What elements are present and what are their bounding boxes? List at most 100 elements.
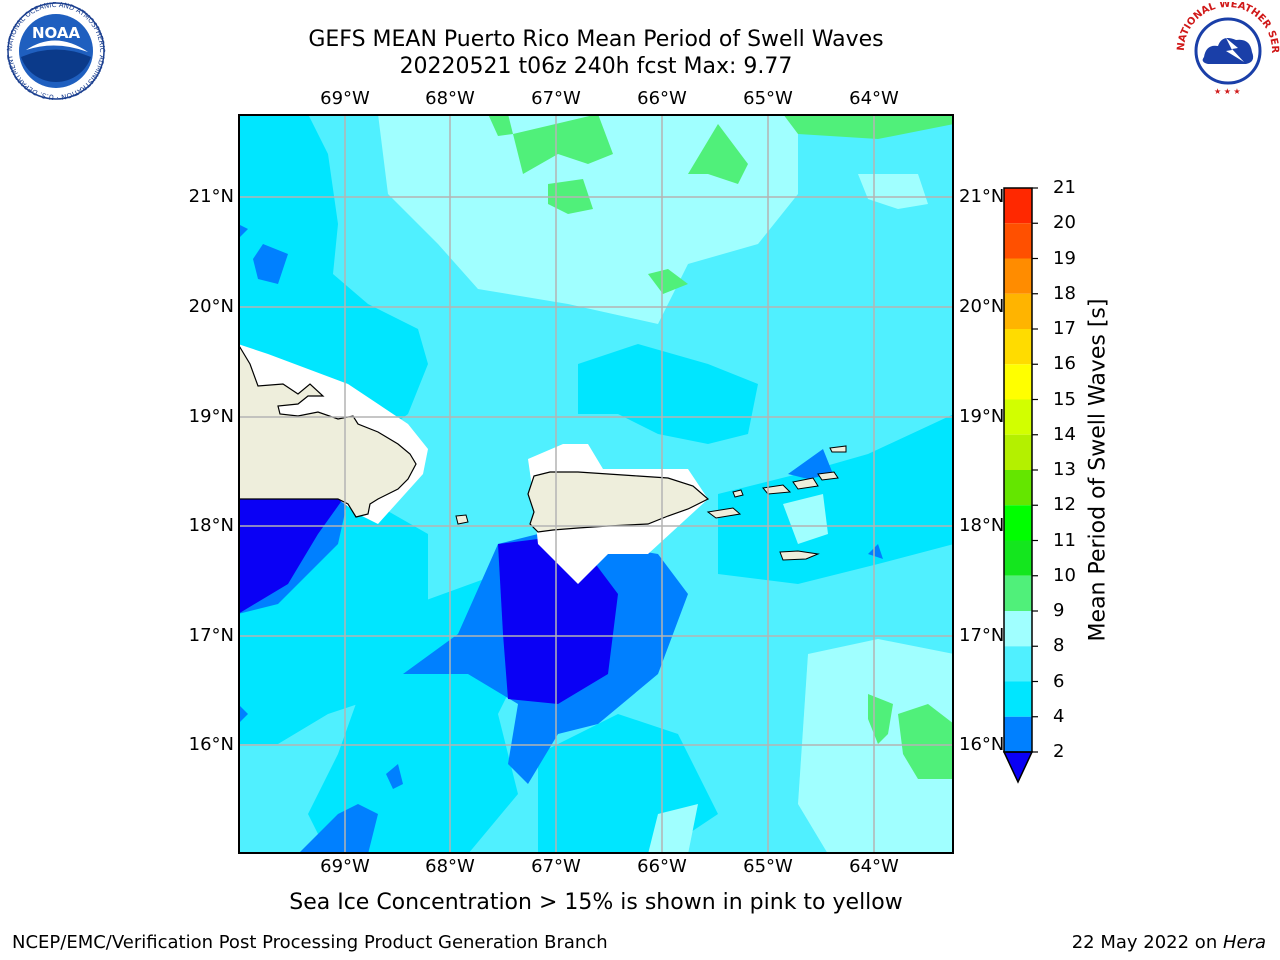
- field-9-10-top-b: [513, 114, 613, 174]
- swell-period-map: [238, 114, 954, 854]
- colorbar-segment: [1004, 646, 1032, 682]
- colorbar-tick-label: 4: [1053, 705, 1065, 727]
- colorbar-segment: [1004, 223, 1032, 259]
- chart-subtitle: 20220521 t06z 240h fcst Max: 9.77: [399, 54, 793, 79]
- footer-credit: NCEP/EMC/Verification Post Processing Pr…: [12, 932, 608, 953]
- colorbar-tick-label: 14: [1053, 423, 1076, 445]
- land-puerto-rico: [527, 471, 710, 533]
- land-island-vieques: [706, 507, 742, 519]
- land-hispaniola: [238, 342, 417, 518]
- colorbar-tick-label: 17: [1053, 318, 1076, 339]
- graticule: [238, 114, 954, 854]
- colorbar-segment: [1004, 505, 1032, 541]
- field-2-4-bottom: [298, 804, 378, 854]
- lat-label-left: 18°N: [188, 515, 234, 536]
- field-2-4-lower-left-edge: [238, 704, 248, 724]
- lat-label-left: 19°N: [188, 406, 234, 427]
- land-island-st-thomas: [762, 484, 792, 495]
- lat-label-right: 17°N: [959, 625, 1005, 646]
- lon-label-bottom: 69°W: [320, 856, 370, 877]
- lat-label-right: 21°N: [959, 186, 1005, 207]
- lat-label-left: 20°N: [188, 296, 234, 317]
- colorbar: [1002, 187, 1038, 784]
- field-8-9-southeast: [798, 639, 954, 854]
- sea-ice-footnote: Sea Ice Concentration > 15% is shown in …: [289, 890, 903, 915]
- colorbar-tick-label: 15: [1053, 388, 1076, 410]
- field-below-2-west: [238, 499, 343, 614]
- colorbar-tick-label: 12: [1053, 494, 1076, 516]
- colorbar-segment: [1004, 540, 1032, 576]
- field-2-4-east-spot-b: [868, 544, 883, 559]
- field-8-9-bottom: [648, 804, 698, 854]
- colorbar-segment: [1004, 364, 1032, 400]
- colorbar-segment: [1004, 329, 1032, 365]
- colorbar-tick-label: 21: [1053, 177, 1076, 198]
- colorbar-segments: [1002, 187, 1038, 784]
- colorbar-segment: [1004, 611, 1032, 647]
- colorbar-segment: [1004, 681, 1032, 717]
- field-9-10-top-d: [783, 114, 954, 139]
- field-2-4-west-edge: [238, 224, 248, 239]
- lat-label-right: 16°N: [959, 734, 1005, 755]
- field-2-4-east-spot-a: [788, 449, 833, 479]
- lon-label-top: 65°W: [743, 88, 793, 109]
- footer-date-text: 22 May 2022 on: [1071, 932, 1223, 953]
- field-9-10-southeast-b: [898, 704, 954, 779]
- colorbar-tick-label: 10: [1053, 564, 1076, 586]
- noaa-logo: NATIONAL OCEANIC AND ATMOSPHERIC ADMINIS…: [4, 2, 106, 100]
- lat-label-left: 21°N: [188, 186, 234, 207]
- colorbar-label: Mean Period of Swell Waves [s]: [1085, 298, 1111, 642]
- colorbar-tick-label: 19: [1053, 247, 1076, 269]
- lat-label-right: 18°N: [959, 515, 1005, 536]
- footer-date: 22 May 2022 on Hera: [1072, 932, 1266, 953]
- lon-label-bottom: 65°W: [743, 856, 793, 877]
- colorbar-tick-label: 11: [1053, 529, 1076, 551]
- colorbar-segment: [1004, 188, 1032, 224]
- field-2-4-southwest-spot: [386, 764, 403, 789]
- land-island-st-croix: [779, 550, 820, 561]
- field-9-10-top-a: [488, 114, 513, 136]
- colorbar-tick-label: 6: [1053, 670, 1065, 692]
- land-island-anegada: [829, 445, 847, 453]
- colorbar-tick-label: 18: [1053, 282, 1076, 304]
- land-island-mona: [455, 514, 469, 525]
- nws-logo: NATIONAL WEATHER SERVICE ★ ★ ★: [1176, 2, 1280, 98]
- colorbar-tick-label: 8: [1053, 635, 1065, 657]
- svg-text:★ ★ ★: ★ ★ ★: [1214, 87, 1241, 96]
- land-island-tortola: [817, 471, 839, 481]
- lon-label-top: 66°W: [637, 88, 687, 109]
- colorbar-tick-label: 16: [1053, 353, 1076, 375]
- lon-label-top: 67°W: [531, 88, 581, 109]
- colorbar-segment: [1004, 470, 1032, 506]
- lat-label-right: 20°N: [959, 296, 1005, 317]
- chart-title: GEFS MEAN Puerto Rico Mean Period of Swe…: [308, 27, 884, 52]
- field-8-9-isle: [783, 494, 828, 544]
- land-island-st-john: [792, 477, 819, 490]
- colorbar-segment: [1004, 258, 1032, 294]
- colorbar-tick-label: 9: [1053, 600, 1065, 621]
- colorbar-tick-label: 2: [1053, 741, 1065, 762]
- map-frame: [238, 114, 954, 854]
- lat-label-left: 16°N: [188, 734, 234, 755]
- land-island-culebra: [732, 489, 744, 498]
- lat-label-right: 19°N: [959, 406, 1005, 427]
- noaa-logo-text: NOAA: [32, 24, 81, 42]
- field-below-2-center: [498, 539, 618, 704]
- lon-label-top: 69°W: [320, 88, 370, 109]
- field-9-10-blob-b: [648, 269, 688, 294]
- lon-label-bottom: 68°W: [425, 856, 475, 877]
- lon-label-top: 64°W: [849, 88, 899, 109]
- lon-label-bottom: 64°W: [849, 856, 899, 877]
- colorbar-tick-label: 13: [1053, 459, 1076, 480]
- colorbar-segment: [1004, 434, 1032, 470]
- colorbar-segment: [1004, 575, 1032, 611]
- field-8-9-northeast: [858, 174, 928, 209]
- field-4-6-center: [578, 344, 758, 444]
- colorbar-segment: [1004, 293, 1032, 329]
- colorbar-segment: [1004, 716, 1032, 752]
- field-2-4-northwest: [253, 244, 288, 284]
- lon-label-bottom: 67°W: [531, 856, 581, 877]
- field-9-10-top-c: [688, 124, 748, 184]
- colorbar-tick-label: 20: [1053, 212, 1076, 234]
- footer-machine: Hera: [1222, 932, 1266, 953]
